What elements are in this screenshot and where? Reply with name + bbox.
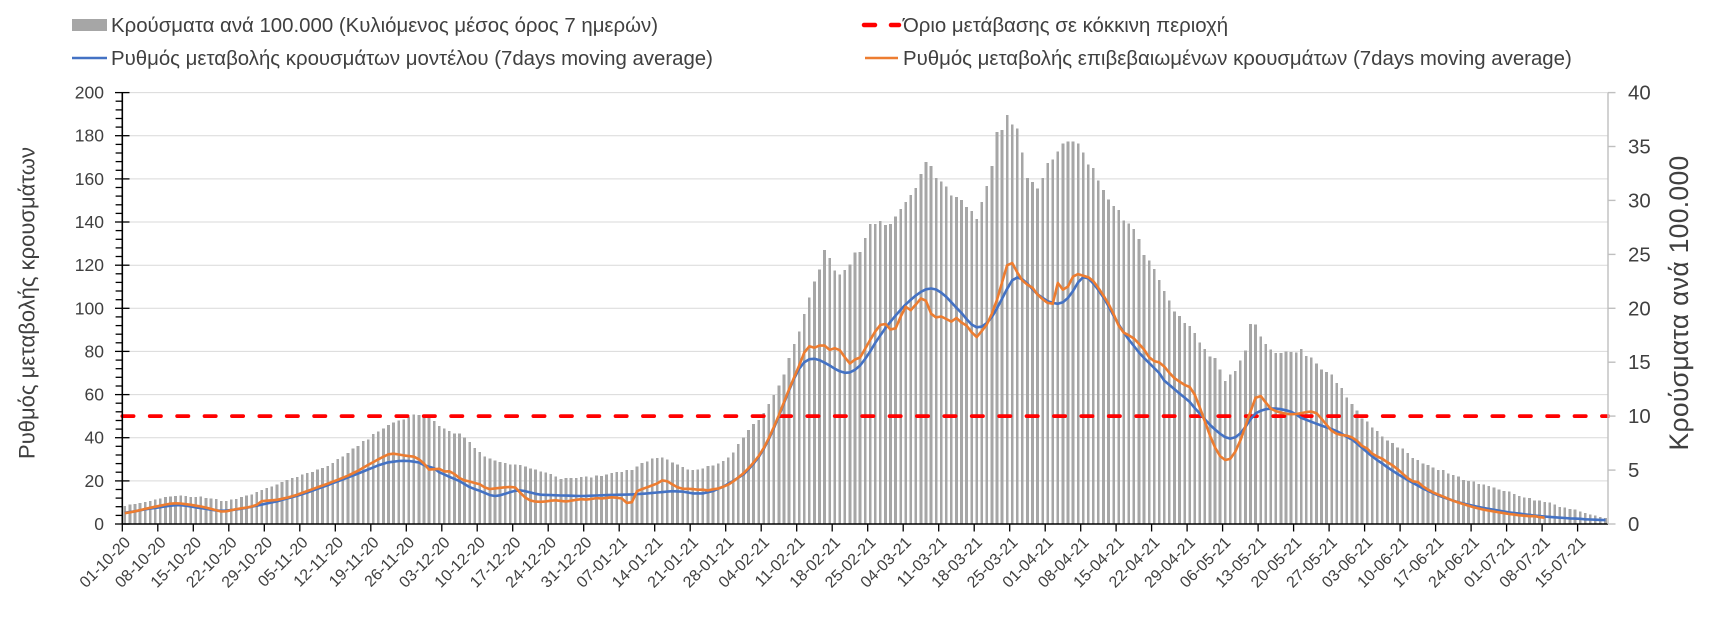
svg-text:40: 40 <box>1628 83 1651 105</box>
svg-text:20: 20 <box>1628 298 1651 320</box>
svg-text:200: 200 <box>75 83 104 103</box>
svg-text:15: 15 <box>1628 352 1651 374</box>
svg-text:20: 20 <box>85 471 105 491</box>
svg-text:180: 180 <box>75 126 104 146</box>
svg-text:Ρυθμός μεταβολής κρουσμάτων: Ρυθμός μεταβολής κρουσμάτων <box>15 147 40 459</box>
svg-text:0: 0 <box>1628 514 1639 536</box>
svg-text:0: 0 <box>94 514 104 534</box>
svg-text:Κρούσματα ανά 100.000: Κρούσματα ανά 100.000 <box>1664 155 1694 450</box>
svg-text:100: 100 <box>75 298 104 318</box>
svg-text:Ρυθμός μεταβολής επιβεβαιωμένω: Ρυθμός μεταβολής επιβεβαιωμένων κρουσμάτ… <box>903 48 1572 70</box>
svg-text:60: 60 <box>85 385 105 405</box>
svg-text:Κρούσματα ανά 100.000 (Κυλιόμε: Κρούσματα ανά 100.000 (Κυλιόμενος μέσος … <box>111 15 658 37</box>
svg-text:5: 5 <box>1628 460 1639 482</box>
svg-text:30: 30 <box>1628 190 1651 212</box>
svg-text:40: 40 <box>85 428 105 448</box>
svg-text:140: 140 <box>75 212 104 232</box>
svg-text:35: 35 <box>1628 137 1651 159</box>
svg-text:120: 120 <box>75 255 104 275</box>
svg-text:80: 80 <box>85 341 105 361</box>
svg-text:25: 25 <box>1628 244 1651 266</box>
svg-text:10: 10 <box>1628 406 1651 428</box>
svg-text:Όριο μετάβασης σε κόκκινη περι: Όριο μετάβασης σε κόκκινη περιοχή <box>902 15 1228 37</box>
svg-text:160: 160 <box>75 169 104 189</box>
svg-text:Ρυθμός μεταβολής κρουσμάτων μο: Ρυθμός μεταβολής κρουσμάτων μοντέλου (7d… <box>111 48 713 70</box>
